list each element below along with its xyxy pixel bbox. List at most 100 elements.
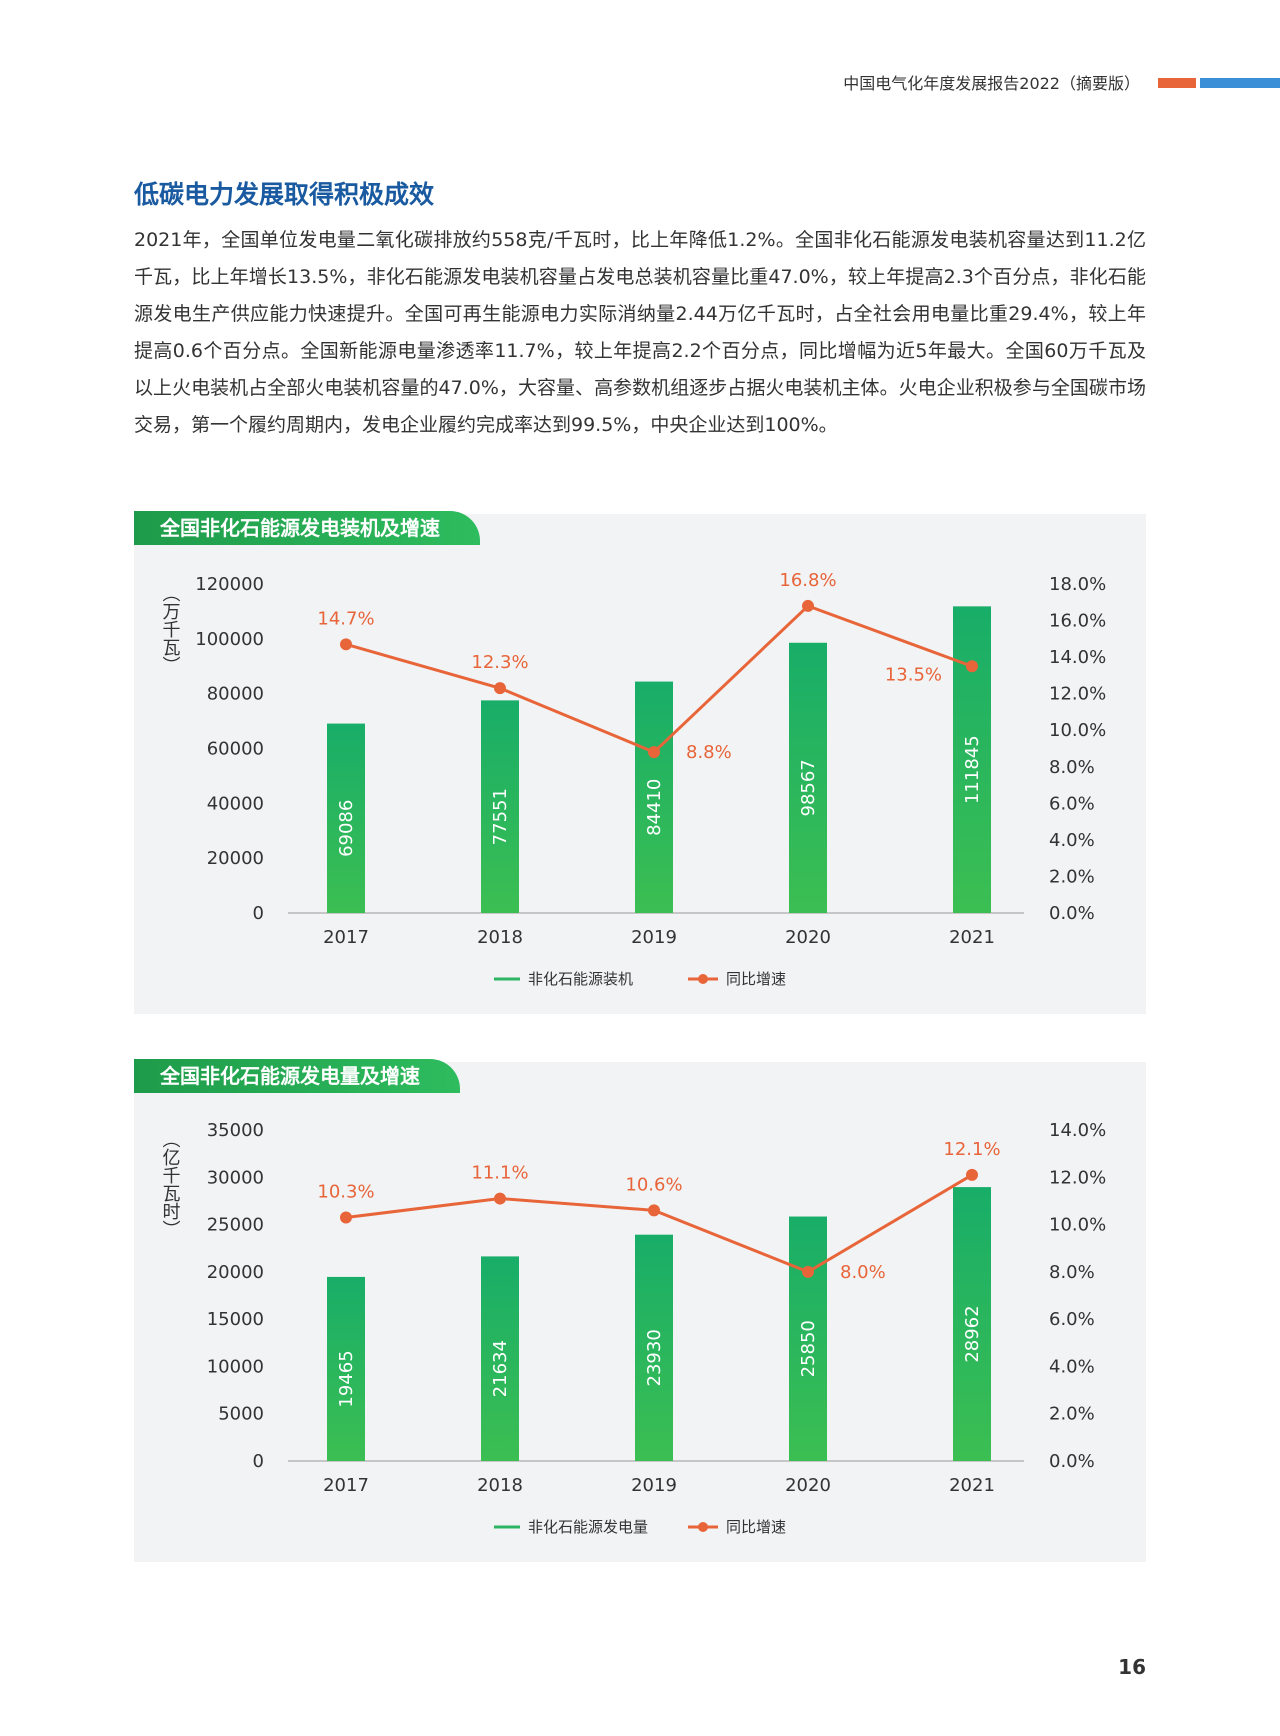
bar (953, 606, 991, 913)
y-tick-label: 35000 (207, 1120, 264, 1141)
bar-value-label: 25850 (798, 1320, 819, 1377)
y2-tick-label: 2.0% (1049, 866, 1095, 887)
legend-line-marker (698, 1522, 708, 1532)
y-tick-label: 40000 (207, 793, 264, 814)
legend-line-label: 同比增速 (726, 1518, 786, 1536)
chart-1: （万千瓦） 0 20000 40000 60000 80000 100000 120000 0.… (160, 570, 1107, 988)
growth-value-label: 16.8% (779, 570, 836, 591)
growth-point (966, 1168, 978, 1181)
y-axis-label: （亿千瓦时） (160, 1130, 181, 1238)
y2-tick-label: 12.0% (1049, 1167, 1106, 1188)
x-tick-label: 2020 (785, 1475, 831, 1496)
bar (327, 723, 365, 913)
y2-tick-label: 4.0% (1049, 1356, 1095, 1377)
y2-tick-label: 4.0% (1049, 830, 1095, 851)
bar-value-label: 77551 (490, 788, 511, 845)
chart-1-title: 全国非化石能源发电装机及增速 (160, 516, 440, 540)
y-tick-label: 20000 (207, 1262, 264, 1283)
y2-tick-label: 16.0% (1049, 611, 1106, 632)
y-tick-label: 0 (253, 903, 264, 924)
growth-value-label: 12.3% (471, 652, 528, 673)
y2-tick-label: 0.0% (1049, 1451, 1095, 1472)
x-tick-label: 2021 (949, 1475, 995, 1496)
bar (635, 681, 673, 913)
chart-2-title: 全国非化石能源发电量及增速 (160, 1064, 420, 1088)
header-accent-orange (1158, 78, 1196, 88)
bar (789, 1216, 827, 1461)
bar (635, 1234, 673, 1461)
y-axis-label: （万千瓦） (160, 584, 181, 674)
bar (789, 642, 827, 913)
y2-tick-label: 14.0% (1049, 1120, 1106, 1141)
section-title: 低碳电力发展取得积极成效 (134, 180, 435, 209)
y-tick-label: 80000 (207, 684, 264, 705)
legend-line-marker (698, 974, 708, 984)
growth-value-label: 10.6% (625, 1174, 682, 1195)
x-tick-label: 2018 (477, 1475, 523, 1496)
y-tick-label: 10000 (207, 1356, 264, 1377)
legend-line-label: 同比增速 (726, 970, 786, 988)
page-number: 16 (1118, 1655, 1146, 1679)
growth-point (494, 682, 506, 695)
y-tick-label: 100000 (195, 629, 264, 650)
y2-tick-label: 10.0% (1049, 1215, 1106, 1236)
growth-value-label: 8.0% (840, 1262, 886, 1283)
growth-point (802, 1265, 814, 1278)
chart-2: （亿千瓦时） 0 5000 10000 15000 20000 25000 30000 3500… (160, 1120, 1107, 1536)
bar-value-label: 69086 (336, 800, 357, 857)
y-tick-label: 30000 (207, 1167, 264, 1188)
growth-point (648, 746, 660, 759)
header-title: 中国电气化年度发展报告2022（摘要版） (843, 74, 1140, 93)
growth-point (966, 660, 978, 673)
bar (953, 1187, 991, 1461)
growth-value-label: 10.3% (317, 1181, 374, 1202)
chart-1-title-tab: 全国非化石能源发电装机及增速 (134, 511, 480, 545)
bar-value-label: 28962 (962, 1305, 983, 1362)
bar (481, 1256, 519, 1461)
growth-point (648, 1204, 660, 1217)
y2-tick-label: 10.0% (1049, 720, 1106, 741)
bar-value-label: 111845 (962, 735, 983, 804)
y2-tick-label: 2.0% (1049, 1404, 1095, 1425)
bar-value-label: 23930 (644, 1329, 665, 1386)
x-tick-label: 2017 (323, 1475, 369, 1496)
legend-bar-label: 非化石能源发电量 (528, 1518, 648, 1536)
y2-tick-label: 14.0% (1049, 647, 1106, 668)
legend-bar-label: 非化石能源装机 (528, 970, 633, 988)
y2-tick-label: 6.0% (1049, 1309, 1095, 1330)
y2-tick-label: 8.0% (1049, 1262, 1095, 1283)
y2-tick-label: 6.0% (1049, 793, 1095, 814)
x-tick-label: 2021 (949, 927, 995, 948)
growth-point (802, 599, 814, 612)
header-accent-blue (1200, 78, 1280, 88)
y2-tick-label: 0.0% (1049, 903, 1095, 924)
y2-tick-label: 8.0% (1049, 757, 1095, 778)
body-paragraph: 2021年，全国单位发电量二氧化碳排放约558克/千瓦时，比上年降低1.2%。全… (134, 222, 1146, 444)
growth-value-label: 14.7% (317, 608, 374, 629)
growth-value-label: 13.5% (885, 664, 942, 685)
x-tick-label: 2020 (785, 927, 831, 948)
x-tick-label: 2018 (477, 927, 523, 948)
y-tick-label: 120000 (195, 574, 264, 595)
y-tick-label: 0 (253, 1451, 264, 1472)
body-paragraph-text: 2021年，全国单位发电量二氧化碳排放约558克/千瓦时，比上年降低1.2%。全… (134, 229, 1146, 436)
bar-value-label: 84410 (644, 779, 665, 836)
x-tick-label: 2019 (631, 1475, 677, 1496)
growth-point (340, 1211, 352, 1224)
y2-tick-label: 18.0% (1049, 574, 1106, 595)
bar (327, 1276, 365, 1461)
x-tick-label: 2017 (323, 927, 369, 948)
growth-point (494, 1192, 506, 1205)
y-tick-label: 25000 (207, 1215, 264, 1236)
chart-2-title-tab: 全国非化石能源发电量及增速 (134, 1059, 460, 1093)
growth-value-label: 8.8% (686, 742, 732, 763)
y-tick-label: 60000 (207, 739, 264, 760)
y2-tick-label: 12.0% (1049, 684, 1106, 705)
bar-value-label: 21634 (490, 1340, 511, 1397)
bar-value-label: 98567 (798, 759, 819, 816)
bar-value-label: 19465 (336, 1350, 357, 1407)
bar (481, 700, 519, 913)
growth-point (340, 638, 352, 651)
y-tick-label: 5000 (218, 1404, 264, 1425)
growth-value-label: 12.1% (943, 1139, 1000, 1160)
